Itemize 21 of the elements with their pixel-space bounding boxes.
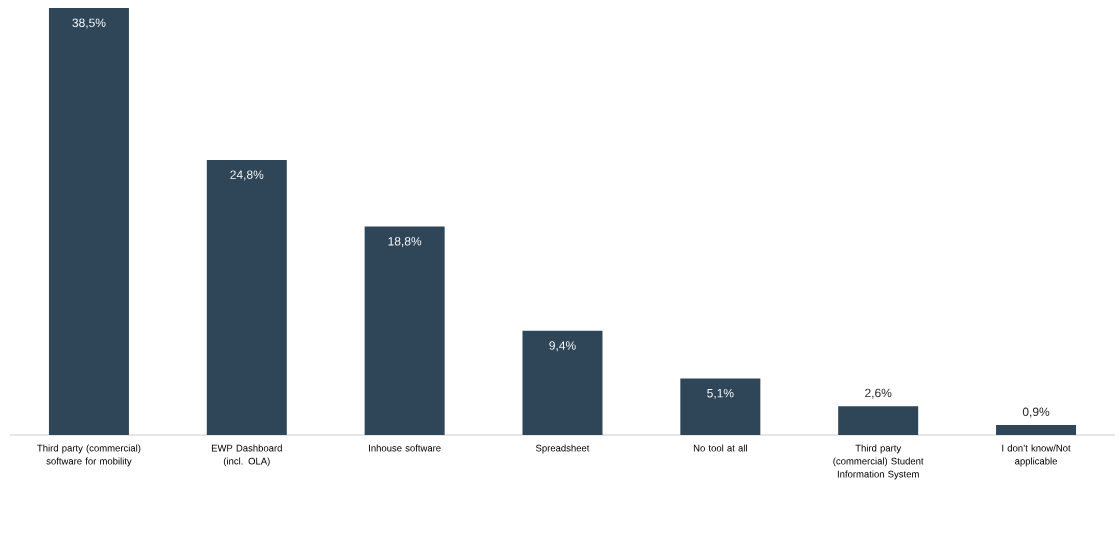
- bar: [838, 406, 919, 435]
- x-tick-label: Third party (commercial) software for mobility: [37, 444, 141, 467]
- bar: [364, 226, 445, 435]
- x-tick-label: Spreadsheet: [535, 444, 590, 454]
- x-tick-label: EWP Dashboard (incl. OLA): [211, 444, 282, 467]
- data-label: 18,8%: [388, 237, 422, 247]
- x-tick-label: Inhouse software: [369, 444, 441, 452]
- bar: [996, 425, 1077, 435]
- data-label: 38,5%: [72, 18, 106, 29]
- data-label: 9,4%: [549, 341, 576, 352]
- x-tick-label: No tool at all: [693, 444, 747, 452]
- data-label: 5,1%: [707, 388, 734, 399]
- x-tick-label: I don’t know/Not applicable: [1002, 444, 1071, 467]
- bar: [206, 159, 287, 435]
- data-label: 24,8%: [230, 170, 264, 181]
- bar: [522, 330, 603, 435]
- bar: [680, 378, 761, 435]
- x-tick-label: Third party (commercial) Student Information System: [833, 444, 924, 480]
- data-label: 2,6%: [865, 388, 892, 399]
- bar: [48, 7, 129, 435]
- data-label: 0,9%: [1022, 407, 1050, 418]
